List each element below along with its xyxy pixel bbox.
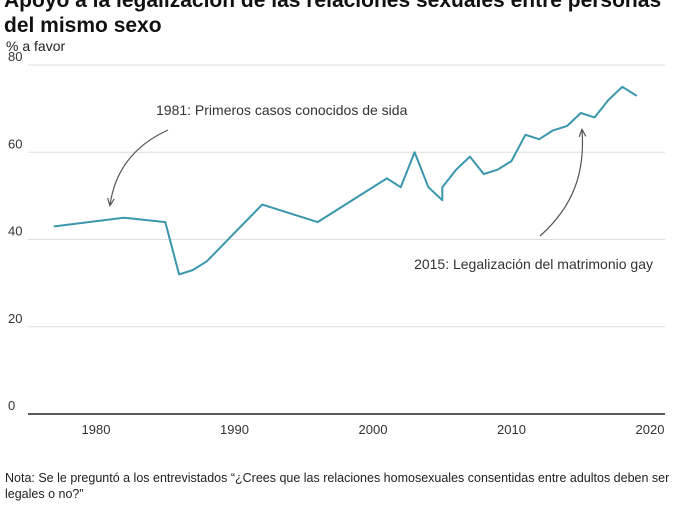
annotation-1981-arrow — [110, 129, 169, 205]
x-tick-label-2020: 2020 — [636, 422, 665, 437]
x-tick-label-2010: 2010 — [497, 422, 526, 437]
annotation-1981-label: 1981: Primeros casos conocidos de sida — [156, 102, 408, 118]
y-tick-label-60: 60 — [8, 136, 22, 151]
y-tick-label-80: 80 — [8, 49, 22, 64]
chart-title: Apoyo a la legalización de las relacione… — [4, 0, 662, 37]
x-tick-label-2000: 2000 — [359, 422, 388, 437]
annotation-2015-arrow — [539, 130, 583, 237]
y-tick-label-0: 0 — [8, 398, 15, 413]
x-tick-label-1990: 1990 — [220, 422, 249, 437]
annotation-2015-label: 2015: Legalización del matrimonio gay — [414, 256, 653, 272]
series-line-0 — [53, 85, 638, 276]
y-tick-label-40: 40 — [8, 224, 22, 239]
chart-note: Nota: Se le preguntó a los entrevistados… — [5, 471, 670, 501]
y-axis-label: % a favor — [6, 38, 66, 54]
x-tick-label-1980: 1980 — [82, 422, 111, 437]
y-tick-label-20: 20 — [8, 311, 22, 326]
